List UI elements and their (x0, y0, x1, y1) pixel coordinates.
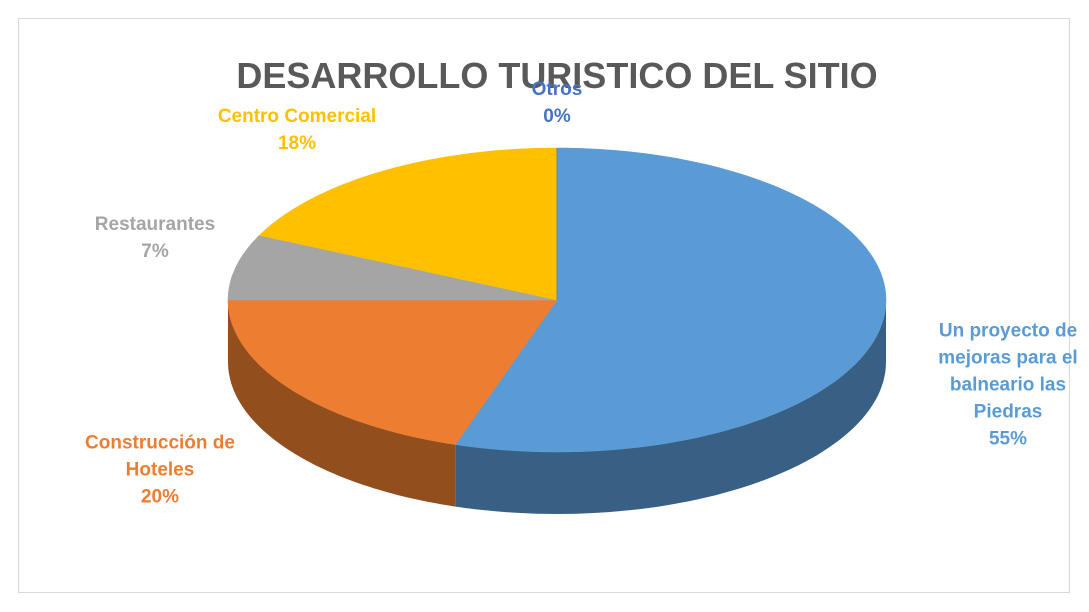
label-value: 55% (988, 428, 1028, 450)
data-label: Construcción de Hoteles 20% (65, 430, 255, 511)
slice (454, 147, 887, 453)
slice-side (228, 300, 456, 507)
label-category: Un proyecto de mejoras para el balneario… (938, 320, 1078, 423)
label-value: 18% (277, 133, 317, 154)
chart-frame (18, 18, 1070, 593)
label-value: 20% (140, 486, 180, 508)
label-category: Restaurantes (94, 214, 216, 235)
chart-title: DESARROLLO TURISTICO DEL SITIO (236, 55, 878, 96)
data-label: Centro Comercial 18% (187, 103, 407, 157)
data-label: Otros 0% (497, 76, 617, 130)
slice-side (455, 300, 886, 514)
data-label: Un proyecto de mejoras para el balneario… (933, 318, 1083, 453)
slice (258, 147, 558, 301)
label-category: Construcción de Hoteles (85, 432, 235, 481)
label-value: 0% (543, 106, 571, 127)
label-value: 7% (141, 241, 169, 262)
slice (227, 235, 558, 301)
slice (227, 299, 558, 445)
data-label: Restaurantes 7% (70, 211, 240, 265)
label-category: Centro Comercial (217, 106, 377, 127)
label-category: Otros (531, 79, 583, 100)
